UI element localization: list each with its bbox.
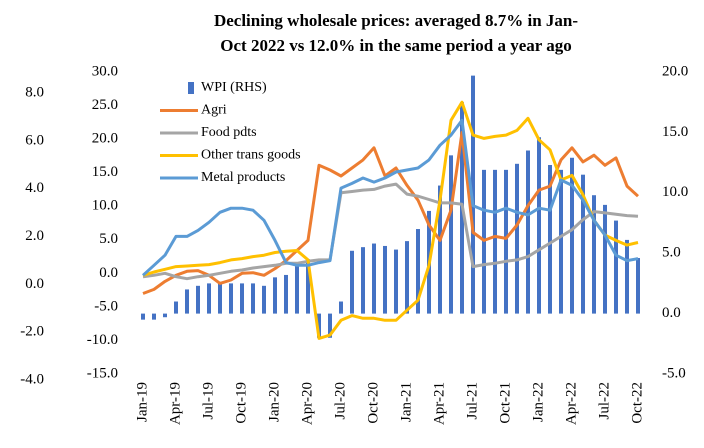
bar bbox=[526, 150, 530, 314]
x-tick-label: Jan-21 bbox=[398, 382, 414, 422]
x-tick-label: Apr-22 bbox=[563, 382, 579, 425]
y3-tick-label: -2.0 bbox=[20, 324, 44, 340]
bar bbox=[614, 220, 618, 314]
bar bbox=[361, 247, 365, 314]
bar bbox=[372, 243, 376, 314]
bar bbox=[405, 241, 409, 314]
x-tick-label: Jul-19 bbox=[200, 382, 216, 420]
y-tick-label: 25.0 bbox=[92, 97, 118, 113]
x-tick-label: Jul-21 bbox=[464, 382, 480, 420]
y2-tick-label: -5.0 bbox=[662, 365, 686, 381]
bar bbox=[625, 239, 629, 314]
line bbox=[142, 130, 640, 295]
x-tick-label: Apr-20 bbox=[299, 382, 315, 425]
bar bbox=[636, 258, 640, 314]
y3-tick-label: 8.0 bbox=[25, 84, 44, 100]
legend-label: Metal products bbox=[201, 170, 285, 185]
y-tick-label: 30.0 bbox=[92, 63, 118, 79]
y3-tick-label: 4.0 bbox=[25, 180, 44, 196]
y-tick-label: 0.0 bbox=[99, 265, 118, 281]
bar bbox=[570, 157, 574, 314]
bar bbox=[163, 313, 167, 318]
y2-tick-label: 5.0 bbox=[662, 245, 681, 261]
x-tick-label: Jan-22 bbox=[530, 382, 546, 422]
bar bbox=[339, 301, 343, 314]
bar bbox=[284, 274, 288, 314]
bar bbox=[592, 195, 596, 314]
bar bbox=[603, 204, 607, 314]
y3-tick-label: 6.0 bbox=[25, 132, 44, 148]
bar bbox=[581, 174, 585, 314]
bar bbox=[328, 313, 332, 338]
bar bbox=[515, 163, 519, 314]
legend-label: Agri bbox=[201, 103, 227, 118]
y-tick-label: 20.0 bbox=[92, 131, 118, 147]
chart-title: Declining wholesale prices: averaged 8.7… bbox=[214, 11, 578, 30]
bar bbox=[449, 155, 453, 314]
bar bbox=[251, 283, 255, 314]
bar bbox=[383, 245, 387, 314]
y-tick-label: 15.0 bbox=[92, 164, 118, 180]
y-tick-label: -10.0 bbox=[87, 332, 118, 348]
bar bbox=[295, 265, 299, 314]
bar bbox=[229, 283, 233, 314]
x-tick-label: Apr-21 bbox=[431, 382, 447, 425]
bar bbox=[438, 185, 442, 314]
bar bbox=[317, 313, 321, 338]
y3-tick-label: 0.0 bbox=[25, 276, 44, 292]
bar bbox=[504, 169, 508, 314]
x-tick-label: Apr-19 bbox=[167, 382, 183, 425]
bar bbox=[350, 250, 354, 314]
x-tick-label: Jan-20 bbox=[266, 382, 282, 422]
bar bbox=[196, 285, 200, 314]
x-tick-label: Oct-19 bbox=[233, 382, 249, 424]
y2-tick-label: 20.0 bbox=[662, 63, 688, 79]
bar bbox=[152, 313, 156, 320]
y3-tick-label: 2.0 bbox=[25, 228, 44, 244]
bar bbox=[141, 313, 145, 320]
bar bbox=[207, 283, 211, 314]
legend-label: WPI (RHS) bbox=[201, 80, 267, 95]
legend-label: Food pdts bbox=[201, 125, 257, 140]
x-tick-label: Oct-21 bbox=[497, 382, 513, 424]
bar bbox=[493, 169, 497, 314]
bar bbox=[306, 259, 310, 314]
bar bbox=[537, 137, 541, 314]
x-tick-label: Oct-22 bbox=[629, 382, 645, 424]
line bbox=[142, 100, 639, 340]
bar bbox=[273, 277, 277, 314]
y-tick-label: 5.0 bbox=[99, 231, 118, 247]
y-tick-label: -15.0 bbox=[87, 365, 118, 381]
bar bbox=[416, 229, 420, 314]
line bbox=[142, 182, 639, 281]
x-tick-label: Jan-19 bbox=[134, 382, 150, 422]
line bbox=[141, 118, 639, 277]
bar bbox=[174, 301, 178, 314]
bar bbox=[185, 289, 189, 314]
y-tick-label: -5.0 bbox=[94, 298, 118, 314]
y2-tick-label: 0.0 bbox=[662, 305, 681, 321]
y3-tick-label: -4.0 bbox=[20, 371, 44, 387]
chart-title: Oct 2022 vs 12.0% in the same period a y… bbox=[220, 36, 571, 55]
bar bbox=[548, 165, 552, 314]
bar bbox=[394, 249, 398, 314]
x-tick-label: Jul-20 bbox=[332, 382, 348, 420]
bar bbox=[559, 169, 563, 314]
bar bbox=[262, 285, 266, 314]
x-tick-label: Oct-20 bbox=[365, 382, 381, 424]
legend-swatch bbox=[188, 82, 194, 94]
y-tick-label: 10.0 bbox=[92, 198, 118, 214]
y2-tick-label: 15.0 bbox=[662, 124, 688, 140]
bar bbox=[240, 283, 244, 314]
y2-tick-label: 10.0 bbox=[662, 184, 688, 200]
bar bbox=[218, 283, 222, 314]
legend-label: Other trans goods bbox=[201, 148, 301, 163]
x-tick-label: Jul-22 bbox=[596, 382, 612, 420]
